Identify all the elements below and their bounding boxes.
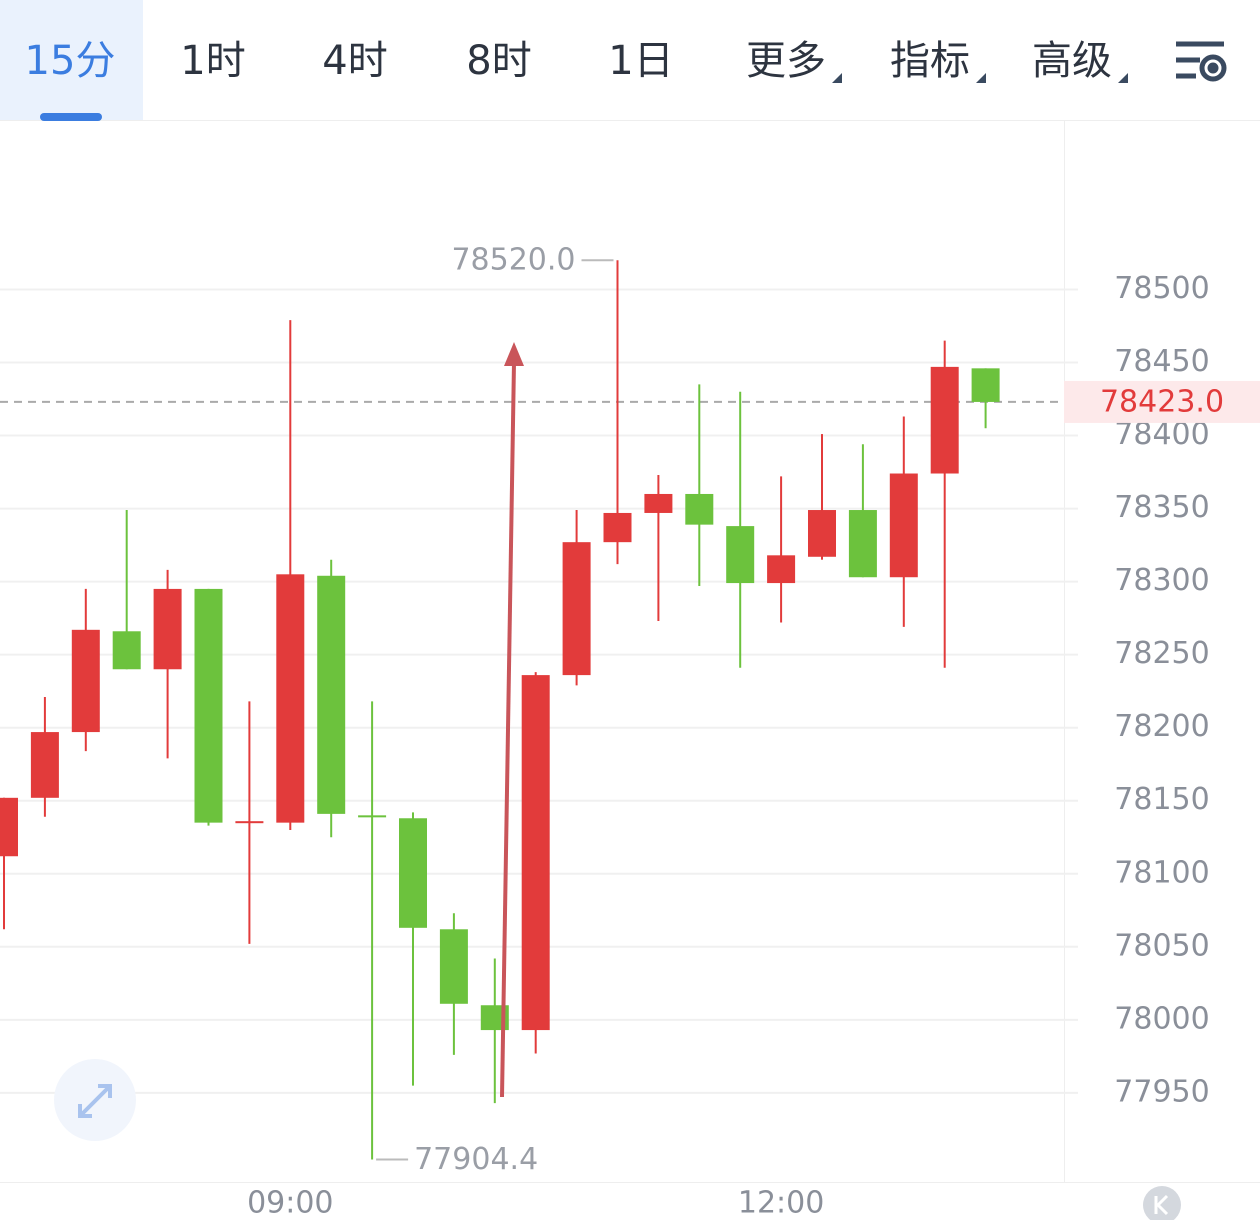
candle-body — [317, 575, 346, 814]
tab[interactable]: 1时 — [180, 38, 245, 84]
candle-body — [153, 588, 182, 670]
candle-body — [71, 629, 100, 733]
candle-body — [0, 797, 18, 857]
y-tick-label: 78250 — [1114, 636, 1209, 671]
candle-body — [930, 366, 959, 474]
candle-body — [971, 368, 1000, 402]
candle-body — [644, 493, 673, 513]
candle-body — [685, 493, 714, 525]
annotation-label: 77904.4 — [414, 1142, 538, 1177]
y-tick-label: 78000 — [1114, 1001, 1209, 1036]
candle-body — [439, 929, 468, 1004]
tab[interactable]: 8时 — [466, 38, 531, 84]
tab[interactable]: 15分 — [25, 38, 116, 84]
y-tick-label: 78300 — [1114, 563, 1209, 598]
dropdown-mark — [832, 73, 842, 83]
candle-body — [726, 526, 755, 584]
dropdown-mark — [1118, 73, 1128, 83]
y-tick-label: 78150 — [1114, 782, 1209, 817]
drawn-arrow — [500, 342, 524, 1098]
x-tick-label: 09:00 — [247, 1186, 333, 1220]
x-tick-label: 12:00 — [738, 1186, 824, 1220]
last-price-bg — [1064, 380, 1260, 423]
candle-body — [562, 542, 591, 676]
annotation-label: 78520.0 — [451, 243, 575, 278]
candle-body — [235, 821, 264, 824]
tab[interactable]: 4时 — [322, 38, 387, 84]
plot: 77950 78000 78050 78100 78150 78200 78250 78300… — [0, 243, 1260, 1220]
candle-body — [808, 510, 836, 557]
candle-body — [112, 631, 141, 670]
candle-body — [521, 675, 550, 1031]
y-tick-label: 77950 — [1114, 1074, 1209, 1109]
y-tick-label: 78450 — [1114, 344, 1209, 379]
settings-icon[interactable] — [1176, 41, 1227, 82]
candle-body — [603, 512, 632, 543]
tab[interactable]: 高级 — [1032, 38, 1112, 84]
expand-button[interactable] — [54, 1059, 136, 1141]
y-tick-label: 78100 — [1114, 855, 1209, 890]
candle-body — [194, 588, 223, 823]
candle-body — [399, 818, 427, 928]
tab-bar — [0, 0, 1260, 120]
tabs: 15分 1时 4时 8时 1日 更多 指标 高级 — [0, 0, 1128, 121]
y-tick-label: 78050 — [1114, 928, 1209, 963]
candle-body — [889, 473, 918, 578]
tab[interactable]: 更多 — [746, 38, 826, 84]
last-price-label: 78423.0 — [1100, 384, 1224, 419]
candle-body — [848, 510, 877, 578]
tab[interactable]: 1日 — [608, 38, 673, 84]
candle-body — [767, 555, 796, 584]
y-tick-label: 78200 — [1114, 709, 1209, 744]
y-tick-label: 78350 — [1114, 490, 1209, 525]
dropdown-mark — [976, 73, 986, 83]
candle-body — [276, 574, 305, 823]
active-tab-bg — [0, 0, 143, 120]
y-tick-label: 78500 — [1114, 271, 1209, 306]
k-button[interactable] — [1143, 1186, 1181, 1220]
active-tab-indicator — [40, 113, 102, 121]
candle-body — [30, 732, 59, 798]
tab[interactable]: 指标 — [890, 38, 970, 84]
candle-body — [358, 815, 387, 818]
